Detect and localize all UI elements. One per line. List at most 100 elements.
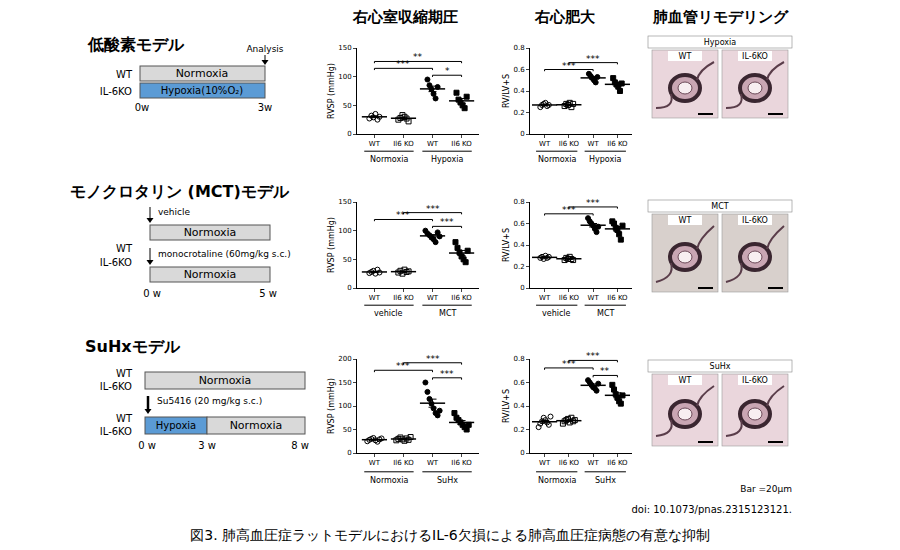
svg-text:Il6 KO: Il6 KO: [607, 140, 628, 148]
svg-text:SuHx: SuHx: [710, 362, 731, 371]
svg-text:RVSP (mmHg): RVSP (mmHg): [327, 217, 336, 273]
svg-text:vehicle: vehicle: [542, 309, 571, 318]
svg-text:IL-6KO: IL-6KO: [742, 216, 768, 225]
svg-text:0.8: 0.8: [513, 198, 524, 206]
svg-text:100: 100: [338, 227, 351, 235]
svg-text:0.6: 0.6: [513, 379, 525, 387]
svg-text:0.2: 0.2: [513, 263, 524, 271]
svg-text:5 w: 5 w: [259, 288, 277, 299]
svg-text:Hypoxia: Hypoxia: [156, 420, 196, 431]
svg-text:Bar =20μm: Bar =20μm: [740, 484, 792, 494]
svg-text:Normoxia: Normoxia: [176, 67, 229, 80]
svg-text:Il6 KO: Il6 KO: [451, 459, 472, 467]
svg-text:0.4: 0.4: [513, 402, 525, 410]
svg-text:200: 200: [338, 355, 351, 363]
svg-text:MCT: MCT: [439, 309, 456, 318]
svg-text:0: 0: [347, 284, 351, 292]
svg-text:WT: WT: [427, 294, 439, 302]
svg-text:Normoxia: Normoxia: [538, 155, 576, 164]
svg-text:0: 0: [520, 449, 524, 457]
svg-text:3 w: 3 w: [198, 440, 216, 451]
svg-text:Analysis: Analysis: [246, 44, 283, 54]
svg-text:RV/LV+S: RV/LV+S: [502, 74, 511, 108]
svg-text:Normoxia: Normoxia: [370, 155, 408, 164]
svg-text:WT: WT: [588, 459, 600, 467]
svg-text:***: ***: [562, 61, 576, 71]
svg-text:WT: WT: [588, 140, 600, 148]
svg-text:vehicle: vehicle: [374, 309, 403, 318]
svg-text:***: ***: [426, 354, 440, 364]
svg-text:WT: WT: [588, 294, 600, 302]
svg-text:RVSP (mmHg): RVSP (mmHg): [327, 63, 336, 119]
svg-text:Il6 KO: Il6 KO: [393, 294, 414, 302]
svg-text:IL-6KO: IL-6KO: [100, 381, 132, 392]
svg-text:IL-6KO: IL-6KO: [100, 257, 132, 268]
svg-text:Il6 KO: Il6 KO: [451, 294, 472, 302]
svg-text:Hypoxia(10%O₂): Hypoxia(10%O₂): [161, 85, 243, 96]
svg-text:50: 50: [343, 102, 352, 110]
svg-text:右心室収縮期圧: 右心室収縮期圧: [352, 8, 458, 26]
svg-text:0: 0: [520, 130, 524, 138]
svg-text:Il6 KO: Il6 KO: [393, 140, 414, 148]
svg-text:IL-6KO: IL-6KO: [742, 376, 768, 385]
svg-text:**: **: [600, 366, 610, 376]
svg-text:100: 100: [338, 73, 351, 81]
svg-text:Normoxia: Normoxia: [199, 374, 252, 387]
svg-text:Su5416 (20 mg/kg s.c.): Su5416 (20 mg/kg s.c.): [157, 396, 262, 406]
svg-text:0: 0: [520, 284, 524, 292]
svg-text:150: 150: [338, 379, 351, 387]
svg-text:100: 100: [338, 402, 351, 410]
svg-text:IL-6KO: IL-6KO: [742, 52, 768, 61]
svg-text:monocrotaline (60mg/kg s.c.): monocrotaline (60mg/kg s.c.): [158, 249, 291, 259]
svg-text:WT: WT: [539, 294, 551, 302]
svg-text:モノクロタリン (MCT)モデル: モノクロタリン (MCT)モデル: [70, 182, 290, 201]
svg-text:RV/LV+S: RV/LV+S: [502, 228, 511, 262]
svg-text:SuHxモデル: SuHxモデル: [85, 337, 181, 356]
svg-text:WT: WT: [427, 459, 439, 467]
svg-text:IL-6KO: IL-6KO: [100, 86, 132, 97]
svg-text:Normoxia: Normoxia: [184, 268, 237, 281]
svg-text:低酸素モデル: 低酸素モデル: [87, 35, 185, 54]
svg-text:Hypoxia: Hypoxia: [589, 155, 621, 164]
svg-text:50: 50: [343, 256, 352, 264]
svg-text:0.4: 0.4: [513, 87, 525, 95]
svg-text:Il6 KO: Il6 KO: [393, 459, 414, 467]
svg-text:WT: WT: [539, 140, 551, 148]
svg-text:50: 50: [343, 426, 352, 434]
svg-text:Il6 KO: Il6 KO: [451, 140, 472, 148]
svg-text:MCT: MCT: [711, 202, 728, 211]
svg-text:Hypoxia: Hypoxia: [704, 38, 736, 47]
svg-text:0: 0: [347, 130, 351, 138]
svg-text:WT: WT: [116, 69, 133, 80]
svg-text:図3. 肺高血圧症ラットモデルにおけるIL-6欠損による肺高: 図3. 肺高血圧症ラットモデルにおけるIL-6欠損による肺高血圧症病態の有意な抑…: [190, 527, 709, 543]
svg-text:Il6 KO: Il6 KO: [559, 459, 580, 467]
svg-text:***: ***: [440, 217, 454, 227]
svg-text:*: *: [445, 66, 450, 76]
svg-text:0.8: 0.8: [513, 355, 524, 363]
svg-text:RVSP (mmHg): RVSP (mmHg): [327, 378, 336, 434]
svg-text:肺血管リモデリング: 肺血管リモデリング: [652, 8, 789, 26]
svg-text:WT: WT: [369, 294, 381, 302]
svg-text:8 w: 8 w: [291, 440, 309, 451]
svg-text:0.2: 0.2: [513, 426, 524, 434]
svg-text:***: ***: [396, 361, 410, 371]
svg-text:doi: 10.1073/pnas.2315123121.: doi: 10.1073/pnas.2315123121.: [631, 504, 792, 515]
svg-text:Il6 KO: Il6 KO: [607, 459, 628, 467]
svg-text:0w: 0w: [135, 102, 150, 113]
svg-text:Il6 KO: Il6 KO: [559, 140, 580, 148]
svg-text:WT: WT: [679, 376, 692, 385]
svg-text:150: 150: [338, 198, 351, 206]
svg-text:0 w: 0 w: [143, 288, 161, 299]
svg-text:Normoxia: Normoxia: [370, 476, 408, 485]
svg-text:0.8: 0.8: [513, 44, 524, 52]
svg-text:Normoxia: Normoxia: [538, 476, 576, 485]
svg-text:vehicle: vehicle: [158, 207, 191, 217]
svg-text:**: **: [413, 52, 423, 62]
svg-text:***: ***: [562, 359, 576, 369]
svg-text:RV/LV+S: RV/LV+S: [502, 389, 511, 423]
svg-text:WT: WT: [679, 52, 692, 61]
svg-text:Normoxia: Normoxia: [230, 419, 283, 432]
svg-text:***: ***: [396, 210, 410, 220]
svg-text:***: ***: [586, 198, 600, 208]
svg-text:0.2: 0.2: [513, 109, 524, 117]
